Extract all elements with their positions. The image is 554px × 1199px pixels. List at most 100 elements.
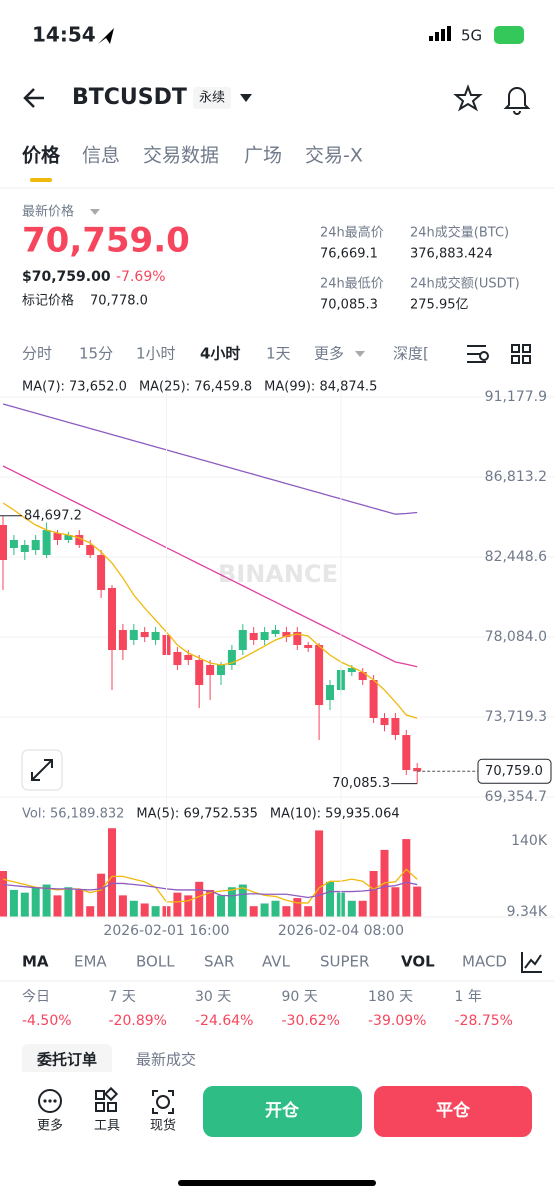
candle-body [42, 530, 51, 556]
volume-bar [402, 839, 411, 917]
mark-label: 标记价格 [22, 293, 74, 309]
more-icon[interactable] [38, 1089, 62, 1113]
perf-value: -39.09% [368, 1013, 426, 1029]
indicator[interactable]: AVL [262, 953, 291, 971]
perf-label: 今日 [22, 989, 50, 1005]
volume-bar [304, 906, 313, 917]
indicator[interactable]: SUPER [320, 953, 369, 971]
open-button[interactable] [203, 1086, 362, 1137]
indicator[interactable]: VOL [401, 953, 435, 971]
y-tick-label: 86,813.2 [485, 469, 547, 485]
perf-value: -30.62% [282, 1013, 340, 1029]
volume-bar [9, 889, 18, 917]
candle-body [391, 718, 400, 736]
interval[interactable]: 4小时 [200, 345, 240, 363]
y-tick-label: 78,084.0 [485, 629, 547, 645]
indicator[interactable]: EMA [74, 953, 107, 971]
candle-body [20, 545, 29, 553]
order-tab[interactable]: 最新成交 [136, 1051, 196, 1069]
tab[interactable]: 交易-X [305, 145, 363, 167]
y-tick-label: 69,354.7 [485, 789, 547, 805]
tools-icon[interactable] [95, 1086, 119, 1112]
legend-entry: MA(5): 69,752.535 [136, 807, 257, 822]
candle-body [195, 660, 204, 686]
volume-bar [271, 900, 280, 917]
interval[interactable]: 分时 [22, 345, 52, 363]
high-label: 84,697.2 [24, 508, 82, 523]
indicator[interactable]: BOLL [136, 953, 175, 971]
indicator[interactable]: MACD [462, 953, 507, 971]
chart-icon[interactable] [521, 952, 542, 973]
interval[interactable]: 15分 [79, 345, 113, 363]
bell[interactable] [503, 87, 531, 115]
star[interactable] [453, 84, 483, 112]
volume-bar [217, 895, 225, 917]
close-button[interactable] [374, 1086, 532, 1137]
indicator[interactable]: MA [22, 953, 49, 971]
volume-bar [31, 887, 40, 917]
legend-entry: MA(10): 59,935.064 [270, 807, 400, 822]
volume-bar [391, 887, 400, 917]
interval[interactable]: 1小时 [136, 345, 176, 363]
expand-icon [31, 759, 53, 781]
layout-icon[interactable] [511, 344, 531, 364]
back-button[interactable] [23, 88, 44, 108]
volume-bar [118, 895, 127, 917]
volume-bar [293, 898, 302, 917]
volume-bar [184, 895, 193, 917]
stat-label: 24h成交额(USDT) [410, 276, 520, 292]
perf-label: 7 天 [109, 989, 136, 1005]
bottom-link[interactable]: 现货 [150, 1118, 176, 1134]
volume-bar [20, 892, 29, 917]
candle-body [108, 588, 116, 651]
perf-value: -4.50% [22, 1013, 72, 1029]
interval[interactable]: 深度[ [393, 345, 429, 363]
ma-line [2, 465, 418, 668]
y-tick-label: 140K [511, 833, 548, 849]
volume-bar [86, 906, 95, 917]
candle-body [173, 652, 182, 666]
dropdown[interactable] [240, 94, 252, 102]
watermark: BINANCE [218, 560, 338, 588]
badge-bg [193, 87, 231, 109]
candle-body [151, 632, 160, 641]
spot-icon[interactable] [152, 1090, 174, 1114]
tab[interactable]: 交易数据 [143, 145, 219, 167]
volume-bar [64, 887, 73, 917]
candle-body [347, 668, 356, 673]
last-price-label: 70,759.0 [485, 764, 543, 779]
tab[interactable]: 价格 [22, 144, 61, 167]
y-tick-label: 82,448.6 [485, 549, 547, 565]
perf-label: 180 天 [368, 989, 413, 1005]
candle-body [304, 645, 313, 649]
interval[interactable]: 更多 [314, 345, 344, 363]
tab[interactable]: 广场 [244, 145, 282, 167]
candle-body [129, 630, 138, 641]
ma-line [2, 403, 418, 515]
stat-value: 70,085.3 [320, 298, 378, 313]
volume-bar [75, 889, 84, 917]
symbol[interactable]: BTCUSDT [72, 85, 187, 110]
bottom-link[interactable]: 工具 [94, 1119, 120, 1134]
caret [90, 209, 100, 215]
volume-bar [413, 886, 422, 917]
open-label: 开仓 [265, 1100, 300, 1121]
volume-bar [347, 900, 356, 917]
order-tab[interactable]: 委托订单 [37, 1051, 97, 1069]
candle-body [9, 539, 18, 548]
perf-value: -24.64% [195, 1013, 253, 1029]
x-tick-label: 2026-02-01 16:00 [103, 923, 229, 939]
volume-bar [97, 873, 106, 917]
tab[interactable]: 信息 [82, 145, 120, 167]
last-price-label: 最新价格 [22, 204, 74, 220]
volume-bar [140, 903, 149, 917]
status-time: 14:54 [32, 23, 96, 47]
interval[interactable]: 1天 [266, 345, 291, 363]
volume-bar [129, 900, 138, 917]
volume-bar [315, 830, 324, 917]
indicator[interactable]: SAR [204, 953, 234, 971]
stat-value: 275.95亿 [410, 298, 469, 313]
chart-settings[interactable] [467, 345, 489, 363]
bottom-link[interactable]: 更多 [37, 1118, 63, 1134]
